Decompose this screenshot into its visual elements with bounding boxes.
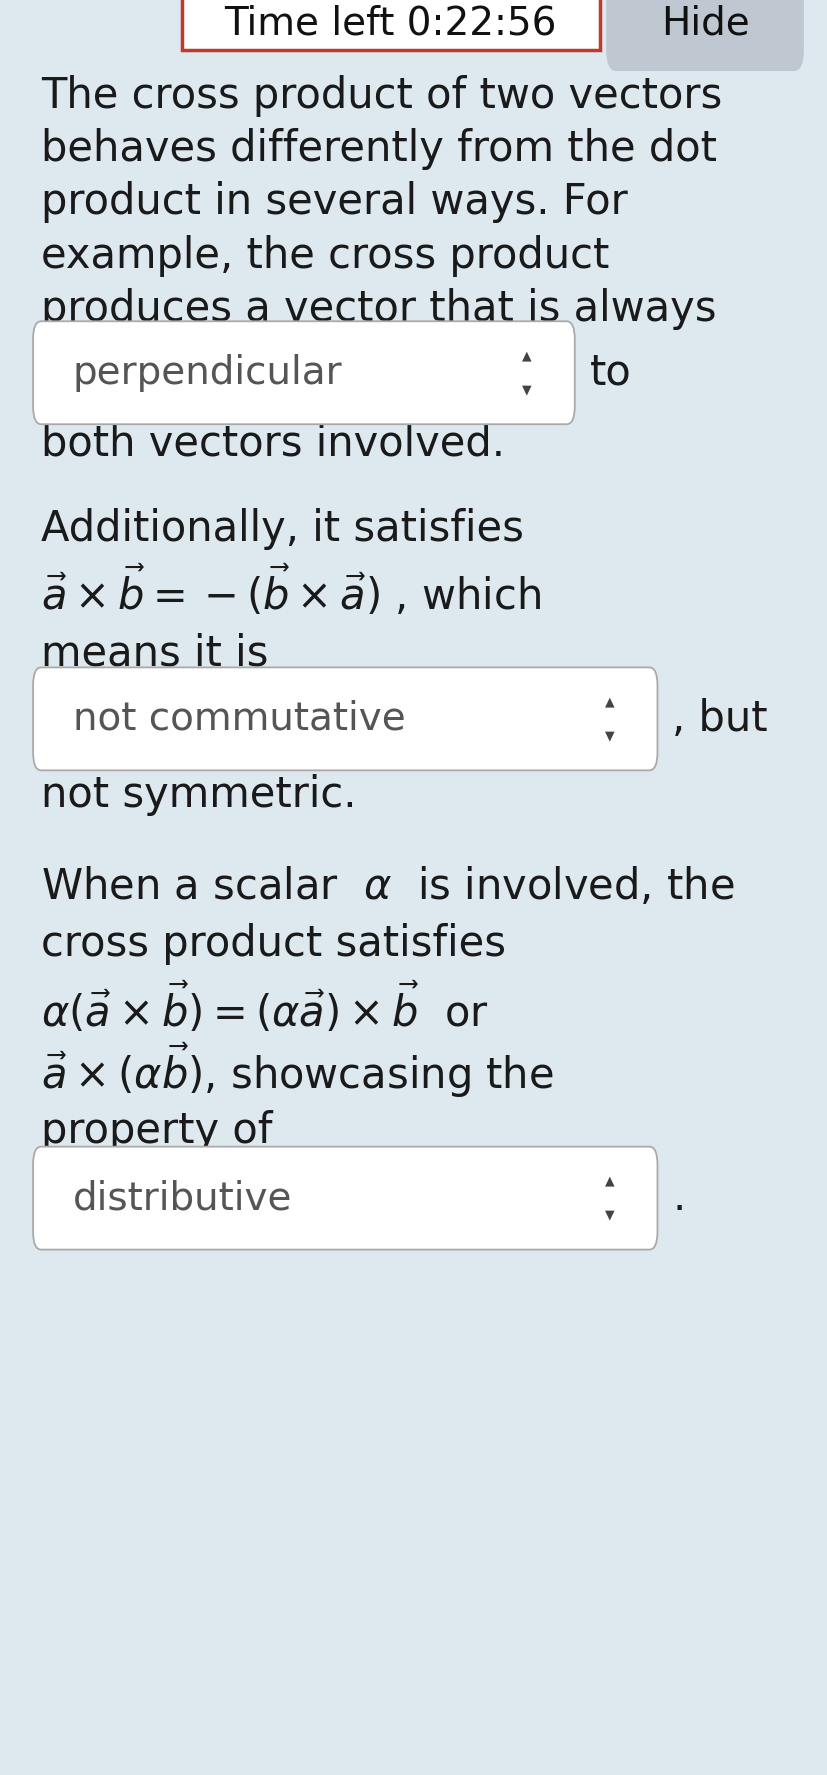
- Text: The cross product of two vectors: The cross product of two vectors: [41, 75, 723, 117]
- Text: to: to: [590, 351, 631, 394]
- Text: , but: , but: [672, 698, 768, 740]
- Text: behaves differently from the dot: behaves differently from the dot: [41, 128, 717, 170]
- Text: When a scalar  $\alpha$  is involved, the: When a scalar $\alpha$ is involved, the: [41, 866, 734, 909]
- Text: perpendicular: perpendicular: [73, 353, 342, 392]
- Text: means it is: means it is: [41, 632, 269, 674]
- Text: $\vec{a} \times \vec{b} = -(\vec{b} \times \vec{a})$ , which: $\vec{a} \times \vec{b} = -(\vec{b} \tim…: [41, 563, 542, 619]
- Text: .: .: [672, 1177, 686, 1219]
- FancyBboxPatch shape: [606, 0, 804, 71]
- Text: product in several ways. For: product in several ways. For: [41, 181, 628, 224]
- Text: ▲: ▲: [605, 696, 614, 708]
- Text: Hide: Hide: [661, 4, 749, 43]
- Text: property of: property of: [41, 1109, 273, 1152]
- FancyBboxPatch shape: [33, 1147, 657, 1250]
- FancyBboxPatch shape: [33, 667, 657, 770]
- Text: ▼: ▼: [522, 383, 532, 396]
- Text: both vectors involved.: both vectors involved.: [41, 422, 505, 465]
- FancyBboxPatch shape: [33, 321, 575, 424]
- Text: produces a vector that is always: produces a vector that is always: [41, 288, 717, 330]
- Text: ▼: ▼: [605, 1209, 614, 1221]
- Text: ▼: ▼: [605, 730, 614, 742]
- Text: cross product satisfies: cross product satisfies: [41, 923, 506, 966]
- Text: distributive: distributive: [73, 1179, 292, 1218]
- Text: not commutative: not commutative: [73, 699, 405, 738]
- Text: Time left 0:22:56: Time left 0:22:56: [224, 4, 557, 43]
- Text: ▲: ▲: [605, 1175, 614, 1187]
- Text: example, the cross product: example, the cross product: [41, 234, 609, 277]
- Text: ▲: ▲: [522, 350, 532, 362]
- FancyBboxPatch shape: [182, 0, 600, 50]
- Text: $\alpha(\vec{a} \times \vec{b}) = (\alpha\vec{a}) \times \vec{b}$  or: $\alpha(\vec{a} \times \vec{b}) = (\alph…: [41, 980, 490, 1037]
- Text: not symmetric.: not symmetric.: [41, 774, 356, 816]
- Text: $\vec{a} \times (\alpha\vec{b})$, showcasing the: $\vec{a} \times (\alpha\vec{b})$, showca…: [41, 1040, 554, 1100]
- Text: Additionally, it satisfies: Additionally, it satisfies: [41, 508, 524, 550]
